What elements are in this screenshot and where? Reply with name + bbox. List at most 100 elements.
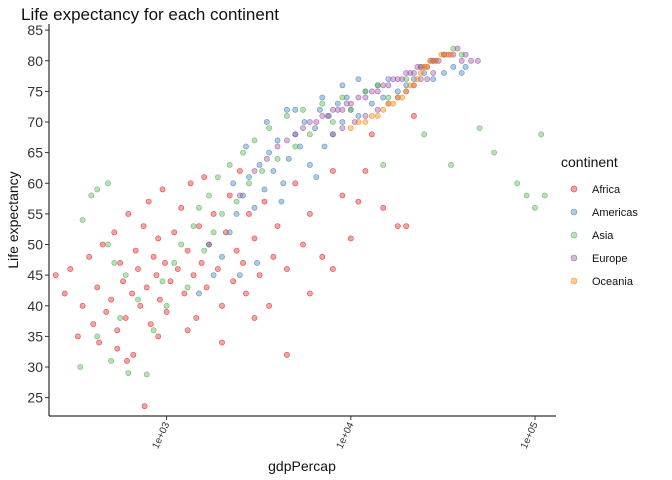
point-americas-21	[321, 143, 328, 150]
point-asia-19	[219, 210, 225, 217]
point-oceania-4	[374, 113, 381, 119]
point-asia-16	[206, 192, 212, 199]
point-asia-57	[79, 217, 86, 223]
point-asia-8	[159, 278, 166, 285]
point-africa-73	[368, 131, 375, 138]
point-europe-1	[251, 168, 258, 174]
point-asia-31	[306, 131, 313, 138]
point-europe-17	[362, 94, 369, 101]
point-americas-2	[219, 253, 225, 260]
y-axis-title: Life expectancy	[5, 171, 21, 268]
point-europe-39	[454, 45, 461, 52]
point-africa-52	[233, 247, 240, 254]
point-europe-20	[380, 82, 387, 89]
point-asia-12	[184, 284, 191, 291]
y-tick-label-30: 30	[27, 359, 43, 375]
point-europe-51	[424, 76, 431, 82]
point-africa-75	[394, 223, 401, 229]
point-africa-48	[219, 302, 225, 309]
series-asia	[77, 45, 548, 378]
point-africa-15	[122, 315, 129, 321]
y-tick-label-85: 85	[27, 22, 43, 38]
point-americas-49	[243, 143, 249, 150]
point-americas-20	[316, 106, 323, 113]
point-africa-68	[329, 168, 336, 174]
point-africa-4	[79, 302, 86, 309]
point-africa-63	[283, 266, 290, 272]
point-europe-27	[410, 70, 417, 76]
point-americas-16	[297, 143, 303, 150]
point-asia-36	[362, 88, 369, 95]
point-europe-3	[274, 143, 281, 150]
point-africa-3	[75, 333, 81, 340]
point-americas-35	[403, 82, 410, 89]
legend-key-oceania	[570, 277, 578, 285]
point-asia-4	[125, 370, 132, 376]
point-americas-18	[306, 161, 313, 168]
point-americas-14	[285, 155, 292, 162]
point-africa-8	[99, 241, 106, 248]
y-tick-label-35: 35	[27, 328, 43, 344]
x-tick-label-1e+04: 1e+04	[335, 420, 357, 451]
point-europe-23	[394, 76, 401, 82]
point-oceania-13	[414, 76, 421, 82]
y-tick-label-60: 60	[27, 175, 43, 191]
point-africa-62	[274, 223, 281, 229]
point-africa-80	[96, 339, 102, 346]
point-africa-56	[246, 210, 252, 217]
point-europe-24	[399, 76, 405, 82]
point-americas-19	[312, 125, 318, 132]
point-americas-43	[292, 106, 299, 113]
point-europe-6	[300, 125, 306, 132]
point-africa-39	[190, 272, 197, 278]
point-europe-55	[329, 131, 336, 138]
series-europe	[236, 45, 481, 199]
point-oceania-10	[403, 88, 410, 95]
point-asia-33	[329, 119, 336, 125]
point-americas-26	[343, 94, 350, 101]
point-africa-87	[306, 290, 313, 297]
point-africa-58	[256, 272, 263, 278]
point-oceania-9	[399, 94, 405, 101]
point-africa-74	[380, 204, 387, 211]
point-asia-26	[266, 125, 272, 132]
point-oceania-12	[410, 82, 417, 89]
point-africa-65	[300, 241, 306, 248]
legend-key-africa	[570, 185, 578, 193]
point-americas-9	[261, 186, 268, 193]
point-asia-20	[226, 161, 233, 168]
point-africa-38	[187, 180, 194, 187]
point-americas-4	[233, 210, 240, 217]
y-tick-label-40: 40	[27, 298, 43, 314]
y-tick-label-75: 75	[27, 83, 43, 99]
point-africa-21	[140, 223, 147, 229]
point-europe-14	[343, 100, 350, 107]
point-oceania-8	[394, 94, 401, 101]
point-africa-78	[130, 351, 137, 358]
point-africa-16	[125, 210, 132, 217]
point-americas-39	[440, 70, 447, 76]
point-europe-5	[292, 131, 299, 138]
point-oceania-19	[438, 51, 445, 58]
point-africa-23	[145, 198, 152, 205]
x-tick-label-1e+05: 1e+05	[519, 420, 541, 451]
y-tick-label-45: 45	[27, 267, 43, 283]
point-asia-48	[476, 125, 483, 132]
point-americas-32	[380, 94, 387, 101]
point-europe-19	[374, 88, 381, 95]
point-americas-7	[251, 204, 258, 211]
point-europe-10	[324, 113, 331, 119]
point-oceania-7	[390, 100, 397, 107]
point-asia-28	[283, 113, 290, 119]
point-africa-32	[167, 278, 174, 285]
point-americas-38	[430, 76, 437, 82]
point-americas-1	[210, 272, 217, 278]
point-africa-24	[147, 321, 154, 327]
point-africa-46	[210, 210, 217, 217]
x-ticks: 1e+03 1e+04 1e+05	[150, 416, 541, 451]
point-europe-44	[362, 113, 369, 119]
point-asia-7	[150, 327, 157, 334]
point-americas-28	[355, 113, 362, 119]
point-americas-52	[254, 259, 260, 266]
point-oceania-6	[385, 100, 392, 107]
